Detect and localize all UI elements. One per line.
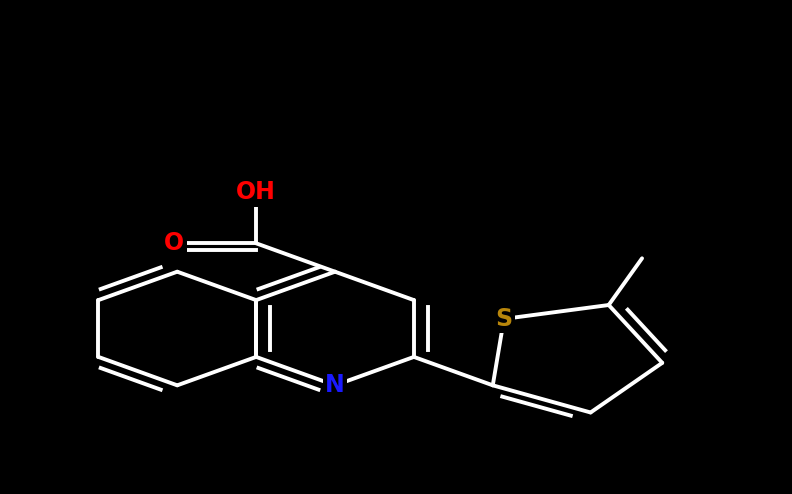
Text: OH: OH: [236, 180, 276, 204]
Text: O: O: [164, 231, 185, 255]
Text: N: N: [326, 373, 345, 397]
Text: S: S: [496, 307, 512, 331]
